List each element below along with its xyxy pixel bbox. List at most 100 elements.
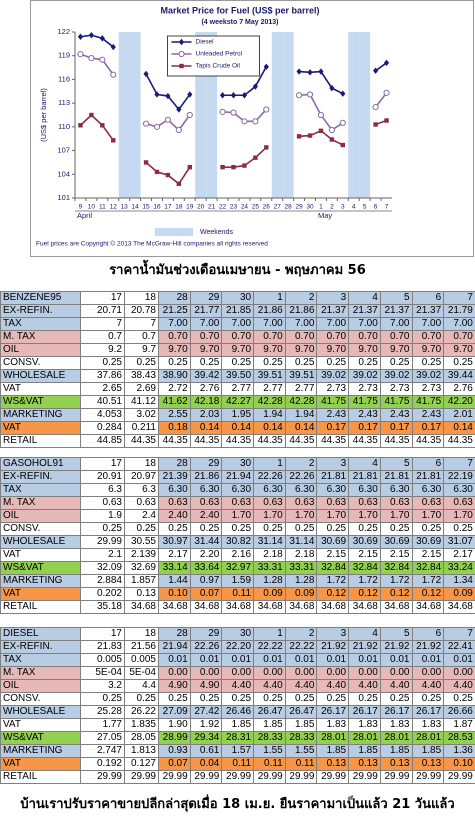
table-cell: 17 <box>80 291 125 305</box>
table-cell: 1.70 <box>316 509 350 523</box>
row-label: MARKETING <box>0 574 81 588</box>
table-cell: 18 <box>124 627 159 641</box>
table-cell: 2.16 <box>221 548 255 562</box>
marker <box>142 120 150 127</box>
table-cell: 0.127 <box>124 757 159 771</box>
row-label: WS&VAT <box>0 395 81 409</box>
row-label: WS&VAT <box>0 561 81 575</box>
table-cell: 0.00 <box>253 666 286 680</box>
table-cell: 44.35 <box>253 434 286 448</box>
table-cell: 0.63 <box>189 496 223 510</box>
marker <box>383 59 390 67</box>
table-cell: 0.01 <box>189 653 223 667</box>
table-cell: 0.25 <box>379 356 413 370</box>
table-cell: 6.30 <box>379 483 413 497</box>
marker <box>143 70 149 78</box>
x-tick-label: 6 <box>374 204 378 211</box>
table-cell: 29.99 <box>443 770 475 784</box>
table-cell: 2.43 <box>348 408 381 422</box>
table-cell: 34.68 <box>158 600 191 614</box>
table-cell: 21.92 <box>316 640 350 654</box>
x-tick-label: 21 <box>208 204 216 211</box>
table-cell: 1.70 <box>348 509 381 523</box>
table-cell: 29.99 <box>158 770 191 784</box>
table-header-row: GASOHOL91 17 18 28 29 30 1 2 3 4 5 6 7 <box>0 457 475 471</box>
table-row: VAT 2.1 2.139 2.17 2.20 2.16 2.18 2.18 2.15 2.15 2… <box>0 548 475 562</box>
table-cell: 2.18 <box>284 548 318 562</box>
y-tick-label: 122 <box>57 27 70 36</box>
price-table: DIESEL 17 18 28 29 30 1 2 3 4 5 6 7 EX-REFIN. 21.83 21.… <box>0 627 475 784</box>
table-cell: 33.31 <box>284 561 318 575</box>
x-tick-label: 7 <box>385 204 389 211</box>
table-cell: 0.63 <box>284 496 318 510</box>
table-block: DIESEL 17 18 28 29 30 1 2 3 4 5 6 7 EX-REFIN. 21.83 21.… <box>0 627 475 784</box>
x-tick-label: 30 <box>306 204 314 211</box>
marker <box>111 138 116 143</box>
x-tick-label: 11 <box>99 204 106 211</box>
table-cell: 4.40 <box>284 679 318 693</box>
table-cell: 3 <box>316 627 350 641</box>
table-row: CONSV. 0.25 0.25 0.25 0.25 0.25 0.25 0.25 0.25 0.… <box>0 692 475 706</box>
table-cell: 0.13 <box>316 757 350 771</box>
x-tick-label: 17 <box>164 204 172 211</box>
table-cell: 41.75 <box>348 395 381 409</box>
table-cell: 0.70 <box>189 330 223 344</box>
table-cell: 21.83 <box>80 640 125 654</box>
table-cell: 18 <box>124 457 159 471</box>
marker <box>153 123 161 130</box>
table-row: WHOLESALE 29.99 30.55 30.97 31.44 30.82 31.14 3… <box>0 535 475 549</box>
table-cell: 21.37 <box>379 304 413 318</box>
table-cell: 33.31 <box>253 561 286 575</box>
table-cell: 0.13 <box>124 587 159 601</box>
y-tick-label: 104 <box>57 169 70 178</box>
row-label: VAT <box>0 757 81 771</box>
table-cell: 7.00 <box>189 317 223 331</box>
table-cell: 34.68 <box>348 600 381 614</box>
table-cell: 28.01 <box>316 731 350 745</box>
table-cell: 0.63 <box>348 496 381 510</box>
table-cell: 0.00 <box>348 666 381 680</box>
table-cell: 44.35 <box>316 434 350 448</box>
table-cell: 21.79 <box>443 304 475 318</box>
row-label: VAT <box>0 382 81 396</box>
table-cell: 2.03 <box>189 408 223 422</box>
row-label: CONSV. <box>0 356 81 370</box>
table-cell: 29 <box>189 291 223 305</box>
table-cell: 1.59 <box>221 574 255 588</box>
table-cell: 32.84 <box>316 561 350 575</box>
table-cell: 26.66 <box>443 705 475 719</box>
table-cell: 2.18 <box>253 548 286 562</box>
table-cell: 29 <box>189 457 223 471</box>
table-cell: 5E-04 <box>80 666 125 680</box>
table-cell: 22.26 <box>189 640 223 654</box>
row-label: WHOLESALE <box>0 705 81 719</box>
table-cell: 21.86 <box>189 470 223 484</box>
table-cell: 0.00 <box>411 666 445 680</box>
table-cell: 9.70 <box>253 343 286 357</box>
table-row: TAX 7 7 7.00 7.00 7.00 7.00 7.00 7.00 7.00 7.00 7.0… <box>0 317 475 331</box>
table-row: M. TAX 5E-04 5E-04 0.00 0.00 0.00 0.00 0.00 0.00… <box>0 666 475 680</box>
table-cell: 1.72 <box>379 574 413 588</box>
marker <box>230 92 237 99</box>
table-cell: 39.02 <box>379 369 413 383</box>
row-label: VAT <box>0 718 81 732</box>
table-cell: 0.25 <box>443 692 475 706</box>
table-cell: 0.07 <box>158 757 191 771</box>
table-cell: 0.01 <box>411 653 445 667</box>
marker <box>264 145 269 150</box>
table-cell: 2.4 <box>124 509 159 523</box>
row-label: OIL <box>0 509 81 523</box>
table-cell: 34.68 <box>124 600 159 614</box>
table-cell: 32.69 <box>124 561 159 575</box>
table-cell: 28.53 <box>443 731 475 745</box>
table-cell: 0.11 <box>284 757 318 771</box>
table-cell: 0.17 <box>316 421 350 435</box>
marker <box>110 43 116 51</box>
table-cell: 0.01 <box>221 653 255 667</box>
x-tick-label: 24 <box>241 204 249 211</box>
table-cell: 34.68 <box>284 600 318 614</box>
series-line <box>79 113 114 141</box>
table-cell: 0.25 <box>411 356 445 370</box>
table-cell: 7 <box>80 317 125 331</box>
y-tick-label: 110 <box>58 122 70 131</box>
